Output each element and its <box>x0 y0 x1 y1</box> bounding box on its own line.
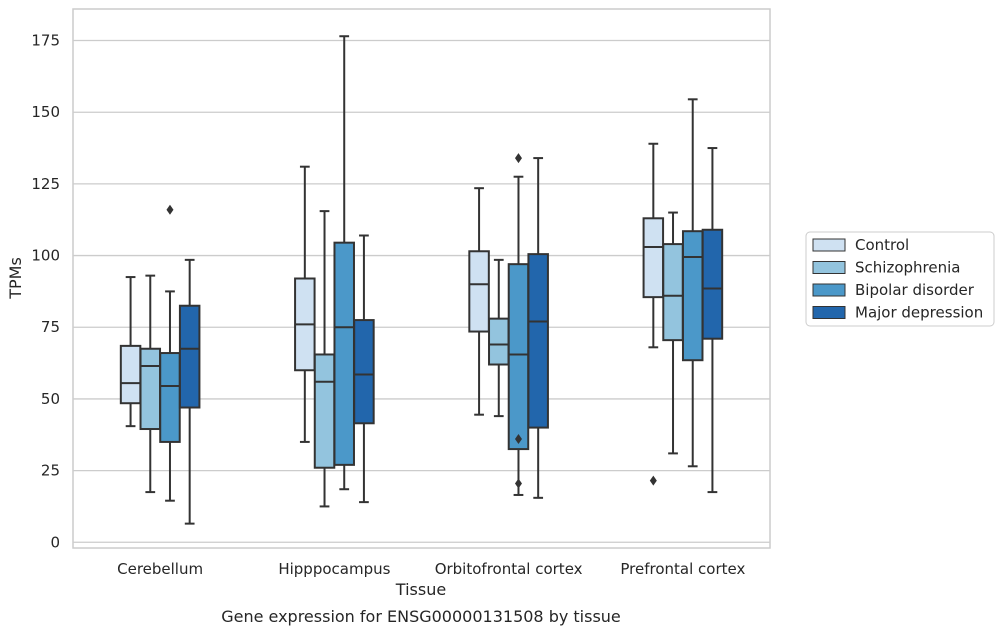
iqr-box <box>527 253 549 429</box>
plot-frame <box>72 8 771 549</box>
iqr-box <box>642 217 665 299</box>
legend-swatch <box>812 261 846 274</box>
outlier-point <box>649 475 657 486</box>
box-control <box>294 165 316 443</box>
x-tick-label: Prefrontal cortex <box>620 560 745 578</box>
box-control <box>642 142 665 486</box>
box-bipolar-disorder <box>333 35 355 491</box>
figure-caption: Gene expression for ENSG00000131508 by t… <box>221 607 621 626</box>
box-schizophrenia <box>662 211 684 455</box>
outlier-point <box>514 434 522 445</box>
x-axis-ticks: Cerebellum Hipppocampus Orbitofrontal cort… <box>117 560 745 578</box>
iqr-box <box>313 353 336 469</box>
y-tick-label: 150 <box>31 103 60 121</box>
box-bipolar-disorder <box>681 98 704 468</box>
box-major-depression <box>527 157 549 499</box>
legend-label: Major depression <box>855 304 983 322</box>
iqr-box <box>159 352 181 443</box>
iqr-box <box>662 243 684 342</box>
iqr-box <box>178 304 201 409</box>
y-tick-label: 0 <box>50 533 60 551</box>
iqr-box <box>139 347 162 431</box>
box-major-depression <box>353 234 375 504</box>
plot-area <box>119 35 724 525</box>
iqr-box <box>507 263 530 451</box>
x-tick-label: Cerebellum <box>117 560 203 578</box>
y-tick-label: 50 <box>41 390 60 408</box>
iqr-box <box>119 344 142 405</box>
legend-label: Schizophrenia <box>855 259 960 277</box>
x-tick-label: Hipppocampus <box>278 560 390 578</box>
y-axis-label: TPMs <box>6 257 25 300</box>
box-schizophrenia <box>139 274 162 494</box>
legend-swatch <box>812 283 846 297</box>
x-tick-label: Orbitofrontal cortex <box>435 560 583 578</box>
iqr-box <box>701 228 724 340</box>
box-control <box>468 187 490 416</box>
box-control <box>119 276 142 428</box>
y-axis-ticks: 0 25 50 75 100 125 150 175 <box>31 32 60 552</box>
legend: Control Schizophrenia Bipolar disorder Majo… <box>805 231 995 327</box>
y-tick-label: 100 <box>31 247 60 265</box>
box-bipolar-disorder <box>507 153 530 496</box>
y-tick-label: 125 <box>31 175 60 193</box>
box-bipolar-disorder <box>159 204 181 502</box>
iqr-box <box>353 319 375 425</box>
box-major-depression <box>701 147 724 494</box>
x-axis-label: Tissue <box>395 580 446 599</box>
box-schizophrenia <box>488 258 510 418</box>
y-tick-label: 75 <box>41 318 60 336</box>
legend-label: Bipolar disorder <box>855 281 975 299</box>
box-major-depression <box>178 258 201 525</box>
y-tick-label: 175 <box>31 32 60 50</box>
iqr-box <box>488 317 510 366</box>
y-tick-label: 25 <box>41 462 60 480</box>
outlier-point <box>514 153 522 164</box>
outlier-point <box>514 478 522 489</box>
legend-swatch <box>812 238 846 252</box>
iqr-box <box>468 250 490 333</box>
legend-frame <box>805 231 995 327</box>
iqr-box <box>333 241 355 466</box>
iqr-box <box>681 230 704 362</box>
outlier-point <box>166 204 174 215</box>
legend-swatch <box>812 306 846 319</box>
legend-label: Control <box>855 236 909 254</box>
